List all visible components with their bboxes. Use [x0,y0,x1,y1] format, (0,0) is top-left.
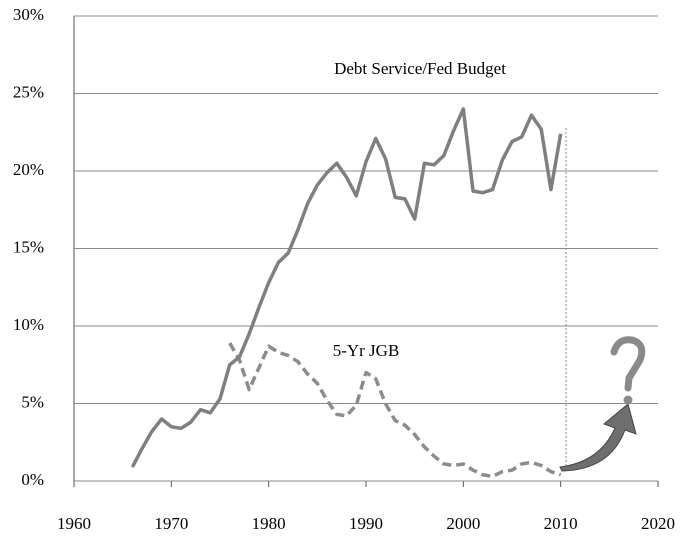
x-tick-label: 2010 [544,514,578,533]
y-tick-label: 5% [21,392,44,411]
y-tick-label: 15% [13,237,44,256]
series-label: 5-Yr JGB [333,341,400,360]
x-tick-label: 1980 [252,514,286,533]
y-tick-label: 30% [13,5,44,24]
series-line [228,342,562,479]
series-line [130,107,563,468]
x-tick-label: 2000 [446,514,480,533]
x-tick-label: 1990 [349,514,383,533]
x-tick-label: 1970 [154,514,188,533]
y-tick-label: 25% [13,82,44,101]
y-tick-label: 10% [13,315,44,334]
x-tick-label: 2020 [641,514,675,533]
y-tick-label: 0% [21,470,44,489]
y-tick-label: 20% [13,160,44,179]
x-tick-label: 1960 [57,514,91,533]
arrow-icon [559,336,646,472]
series-label: Debt Service/Fed Budget [334,59,506,78]
